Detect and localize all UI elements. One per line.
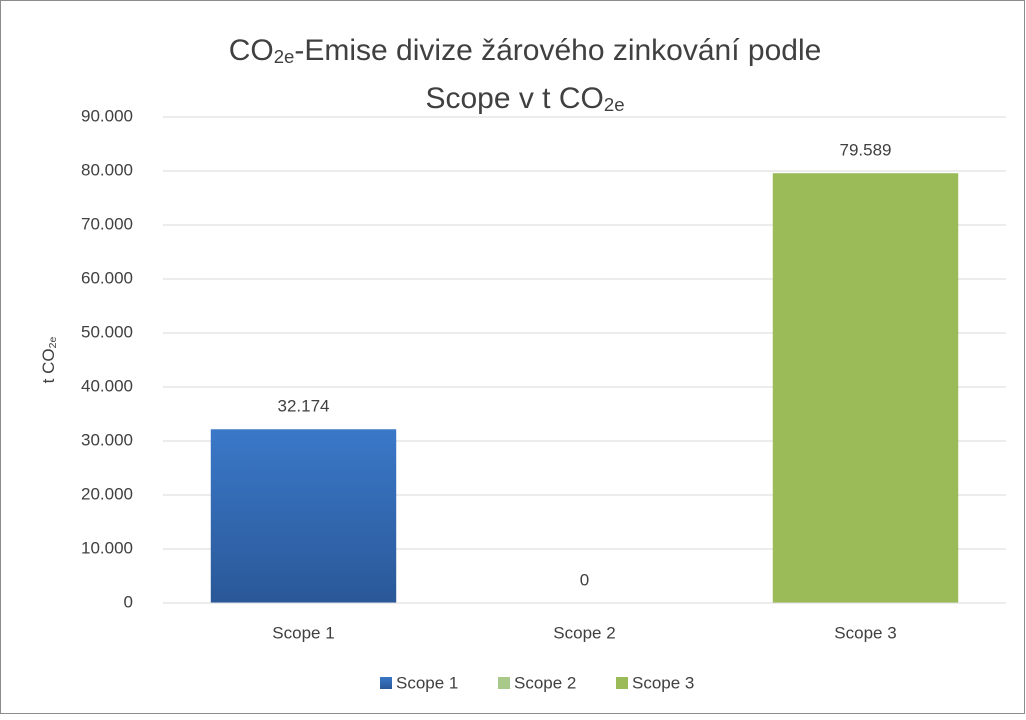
- y-tick-label: 70.000: [81, 214, 133, 233]
- bar: [772, 173, 959, 603]
- x-tick-label: Scope 3: [834, 623, 896, 642]
- chart-title: Scope v t CO2e: [425, 82, 624, 115]
- legend-label: Scope 2: [514, 673, 576, 692]
- y-tick-label: 0: [124, 592, 133, 611]
- chart-title-part: 2e: [604, 94, 625, 115]
- y-tick-label: 20.000: [81, 484, 133, 503]
- y-tick-label: 80.000: [81, 160, 133, 179]
- chart-title-part: 2e: [274, 46, 295, 67]
- data-label: 0: [580, 570, 589, 589]
- x-tick-label: Scope 1: [272, 623, 334, 642]
- bar: [210, 429, 397, 603]
- chart-title: CO2e-Emise divize žárového zinkování pod…: [229, 34, 822, 67]
- legend-swatch: [616, 677, 628, 689]
- legend-label: Scope 3: [632, 673, 694, 692]
- y-tick-label: 10.000: [81, 538, 133, 557]
- y-axis-label: t CO2e: [39, 337, 59, 384]
- x-tick-label: Scope 2: [553, 623, 615, 642]
- y-tick-label: 50.000: [81, 322, 133, 341]
- data-label: 32.174: [278, 397, 330, 416]
- y-axis-label-part: 2e: [47, 337, 59, 349]
- chart-title-part: Scope v t CO: [425, 82, 603, 115]
- y-axis-label-part: t CO: [39, 348, 58, 383]
- legend-swatch: [498, 677, 510, 689]
- y-tick-label: 30.000: [81, 430, 133, 449]
- chart-title-part: CO: [229, 34, 274, 67]
- chart-title-part: -Emise divize žárového zinkování podle: [294, 34, 821, 67]
- data-label: 79.589: [840, 141, 892, 160]
- y-tick-label: 40.000: [81, 376, 133, 395]
- legend-label: Scope 1: [396, 673, 458, 692]
- y-tick-label: 60.000: [81, 268, 133, 287]
- legend-swatch: [380, 677, 392, 689]
- y-tick-label: 90.000: [81, 106, 133, 125]
